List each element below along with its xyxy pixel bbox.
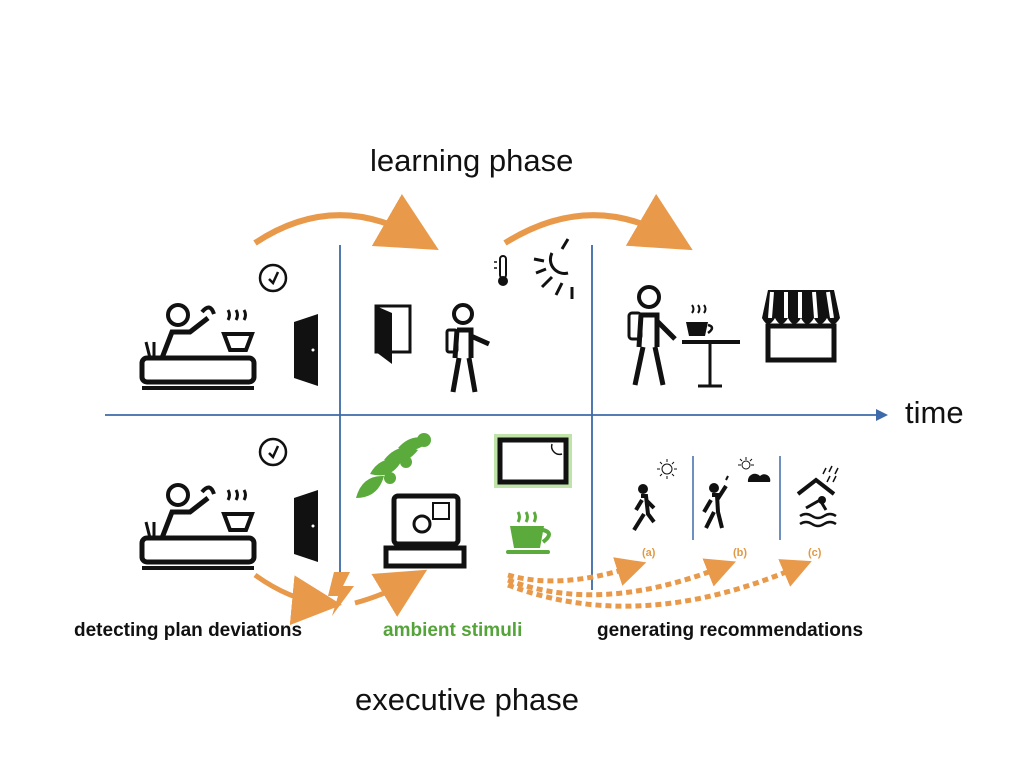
breakfast-scene-icon: [139, 303, 257, 390]
window-sun-icon: [494, 434, 572, 488]
tv-viewer-icon: [383, 493, 467, 569]
shop-icon: [762, 290, 840, 363]
ambient-stimuli-label: ambient stimuli: [383, 620, 523, 641]
thermometer-icon: [494, 255, 508, 286]
recommendation-label-b: (b): [733, 547, 747, 559]
closed-door-icon: [294, 314, 318, 386]
recommendation-label-a: (a): [642, 547, 656, 559]
walking-person-icon: [445, 303, 491, 393]
coffee-cup-icon: [506, 511, 551, 554]
sun-icon: [533, 238, 574, 299]
recommendation-label-c: (c): [808, 547, 822, 559]
closed-door-icon-bottom: [294, 490, 318, 562]
recommendation-arrow-c: [507, 559, 812, 609]
recommendation-b-icon: [702, 457, 771, 529]
walking-person-coffee-icon: [627, 285, 677, 386]
learning-arrow-2: [503, 193, 693, 251]
time-axis: [105, 409, 888, 421]
deviation-arrow: [253, 572, 342, 626]
recommendation-a-icon: [632, 459, 677, 532]
generating-recommendations-label: generating recommendations: [597, 620, 864, 641]
time-axis-label: time: [905, 395, 964, 430]
executive-phase-title: executive phase: [355, 682, 580, 717]
recommendation-arrow-b: [507, 558, 736, 598]
clock-icon: [258, 263, 288, 293]
stimuli-arrow: [354, 569, 428, 617]
open-door-icon: [374, 304, 412, 364]
detecting-plan-deviations-label: detecting plan deviations: [74, 620, 303, 641]
learning-arrow-1: [253, 194, 439, 251]
recommendation-c-icon: [796, 465, 839, 528]
breakfast-scene-icon-bottom: [139, 483, 257, 570]
cafe-table-icon: [682, 304, 740, 388]
learning-phase-title: learning phase: [370, 143, 574, 178]
leaves-icon: [356, 433, 431, 498]
recommendation-arrow-a: [507, 557, 647, 586]
clock-icon-bottom: [258, 437, 288, 467]
lightning-icon: [328, 572, 354, 616]
